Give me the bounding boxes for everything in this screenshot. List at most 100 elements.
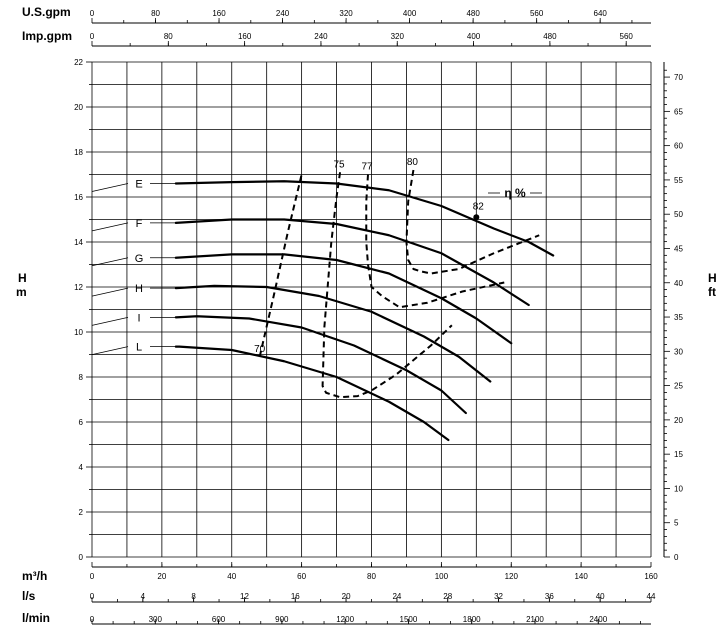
x-usgpm-tick-label: 160 bbox=[212, 9, 226, 18]
curve-L-leader bbox=[91, 346, 129, 356]
curve-G-label: G bbox=[135, 253, 144, 265]
y-right-tick-label: 35 bbox=[674, 313, 683, 322]
x-lmin-tick-label: 2400 bbox=[589, 615, 607, 624]
efficiency-unit-label: η % bbox=[504, 186, 526, 200]
pump-curve-G bbox=[174, 253, 513, 345]
y-right-tick-label: 10 bbox=[674, 484, 683, 493]
y-left-tick-label: 8 bbox=[79, 373, 84, 382]
x-m3h-tick-label: 120 bbox=[505, 572, 519, 581]
x-impgpm-tick-label: 480 bbox=[543, 32, 557, 41]
y-left-tick-label: 12 bbox=[74, 283, 83, 292]
usgpm-axis-label: U.S.gpm bbox=[22, 5, 71, 19]
x-m3h-tick-label: 140 bbox=[574, 572, 588, 581]
x-ls-tick-label: 40 bbox=[596, 592, 605, 601]
impgpm-axis-label: Imp.gpm bbox=[22, 29, 72, 43]
ls-axis-label: l/s bbox=[22, 589, 36, 603]
x-ls-tick-label: 0 bbox=[90, 592, 95, 601]
x-m3h-tick-label: 0 bbox=[90, 572, 95, 581]
y-right-tick-label: 15 bbox=[674, 450, 683, 459]
pump-curve-I bbox=[174, 315, 467, 415]
efficiency-label-75: 75 bbox=[333, 159, 345, 170]
curve-F-leader bbox=[91, 222, 129, 232]
curve-H-leader bbox=[91, 287, 129, 297]
x-impgpm-tick-label: 400 bbox=[467, 32, 481, 41]
x-ls-tick-label: 8 bbox=[191, 592, 196, 601]
efficiency-curve-75 bbox=[321, 172, 453, 399]
x-impgpm-tick-label: 240 bbox=[314, 32, 328, 41]
curve-E-leader bbox=[91, 183, 129, 192]
y-left-tick-label: 0 bbox=[79, 553, 84, 562]
y-right-tick-label: 20 bbox=[674, 416, 683, 425]
pump-curve-H bbox=[174, 284, 492, 383]
x-m3h-tick-label: 100 bbox=[435, 572, 449, 581]
y-left-tick-label: 16 bbox=[74, 193, 83, 202]
y-right-tick-label: 70 bbox=[674, 73, 683, 82]
x-usgpm-tick-label: 240 bbox=[276, 9, 290, 18]
x-usgpm-tick-label: 80 bbox=[151, 9, 160, 18]
h-left-label: H bbox=[18, 271, 27, 285]
efficiency-label-70: 70 bbox=[254, 344, 266, 355]
y-left-tick-label: 18 bbox=[74, 148, 83, 157]
x-impgpm-tick-label: 160 bbox=[238, 32, 252, 41]
h-right-unit: ft bbox=[708, 285, 716, 299]
y-right-tick-label: 0 bbox=[674, 553, 679, 562]
efficiency-marker-point bbox=[473, 214, 480, 221]
x-lmin-tick-label: 1200 bbox=[336, 615, 354, 624]
x-usgpm-tick-label: 560 bbox=[530, 9, 544, 18]
x-ls-tick-label: 32 bbox=[494, 592, 503, 601]
x-m3h-tick-label: 40 bbox=[227, 572, 236, 581]
x-ls-tick-label: 16 bbox=[291, 592, 300, 601]
h-left-unit: m bbox=[16, 285, 27, 299]
x-ls-tick-label: 44 bbox=[647, 592, 656, 601]
x-impgpm-tick-label: 0 bbox=[90, 32, 95, 41]
y-left-tick-label: 22 bbox=[74, 58, 83, 67]
y-right-tick-label: 55 bbox=[674, 176, 683, 185]
x-ls-tick-label: 36 bbox=[545, 592, 554, 601]
y-right-tick-label: 40 bbox=[674, 279, 683, 288]
pump-curve-E bbox=[174, 180, 555, 257]
pump-curve-F bbox=[174, 218, 530, 307]
y-right-tick-label: 30 bbox=[674, 347, 683, 356]
x-lmin-tick-label: 300 bbox=[149, 615, 163, 624]
efficiency-curve-80 bbox=[405, 169, 540, 275]
curve-L-label: L bbox=[136, 342, 142, 354]
efficiency-label-77: 77 bbox=[361, 162, 373, 173]
x-lmin-tick-label: 600 bbox=[212, 615, 226, 624]
y-right-tick-label: 25 bbox=[674, 382, 683, 391]
y-right-tick-label: 60 bbox=[674, 142, 683, 151]
x-usgpm-tick-label: 400 bbox=[403, 9, 417, 18]
x-usgpm-tick-label: 480 bbox=[466, 9, 480, 18]
curve-F-label: F bbox=[136, 218, 143, 230]
efficiency-curve-70 bbox=[258, 174, 303, 357]
h-right-label: H bbox=[708, 271, 717, 285]
x-impgpm-tick-label: 560 bbox=[620, 32, 634, 41]
x-m3h-tick-label: 80 bbox=[367, 572, 376, 581]
curve-E-label: E bbox=[135, 179, 142, 191]
y-left-tick-label: 2 bbox=[79, 508, 84, 517]
y-left-tick-label: 14 bbox=[74, 238, 83, 247]
y-right-tick-label: 50 bbox=[674, 210, 683, 219]
x-ls-tick-label: 4 bbox=[141, 592, 146, 601]
lmin-axis-label: l/min bbox=[22, 611, 50, 625]
curve-I-label: I bbox=[137, 312, 140, 324]
x-impgpm-tick-label: 320 bbox=[391, 32, 405, 41]
y-right-tick-label: 45 bbox=[674, 244, 683, 253]
x-usgpm-tick-label: 320 bbox=[339, 9, 353, 18]
x-impgpm-tick-label: 80 bbox=[164, 32, 173, 41]
x-ls-tick-label: 12 bbox=[240, 592, 249, 601]
x-usgpm-tick-label: 0 bbox=[90, 9, 95, 18]
m3h-axis-label: m³/h bbox=[22, 569, 47, 583]
y-left-tick-label: 10 bbox=[74, 328, 83, 337]
x-m3h-tick-label: 20 bbox=[157, 572, 166, 581]
x-m3h-tick-label: 160 bbox=[644, 572, 658, 581]
x-ls-tick-label: 24 bbox=[392, 592, 401, 601]
efficiency-curve-77 bbox=[365, 174, 505, 309]
x-lmin-tick-label: 1500 bbox=[400, 615, 418, 624]
y-right-tick-label: 65 bbox=[674, 107, 683, 116]
efficiency-marker-label: 82 bbox=[473, 201, 485, 212]
x-lmin-tick-label: 2100 bbox=[526, 615, 544, 624]
pump-curve-L bbox=[174, 345, 450, 442]
x-lmin-tick-label: 900 bbox=[275, 615, 289, 624]
y-left-tick-label: 6 bbox=[79, 418, 84, 427]
x-ls-tick-label: 28 bbox=[443, 592, 452, 601]
